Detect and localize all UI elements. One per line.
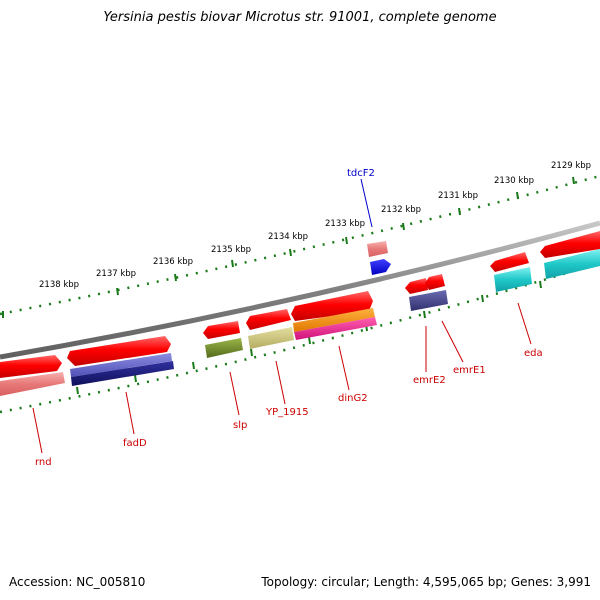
gene-arrow[interactable] — [67, 336, 171, 366]
scale-label: 2132 kbp — [381, 205, 421, 215]
gene-box[interactable] — [293, 308, 375, 332]
scale-label: 2136 kbp — [153, 257, 193, 267]
gene-label[interactable]: emrE2 — [413, 375, 446, 386]
gene-box[interactable] — [205, 338, 243, 358]
gene-arrow[interactable] — [405, 278, 428, 294]
gene-arrow[interactable] — [246, 309, 291, 330]
gene-arrow[interactable] — [370, 259, 391, 275]
gene-box[interactable] — [70, 353, 172, 377]
scale-label: 2129 kbp — [551, 161, 591, 171]
scale-label: 2131 kbp — [438, 191, 478, 201]
gene-arrow[interactable] — [291, 291, 373, 321]
scale-label: 2135 kbp — [211, 245, 251, 255]
gene-label[interactable]: rnd — [35, 457, 52, 468]
gene-box[interactable] — [494, 267, 532, 292]
gene-arrow[interactable] — [490, 252, 529, 272]
scale-labels: 2138 kbp 2137 kbp 2136 kbp 2135 kbp 2134… — [39, 161, 591, 290]
topology-text: Topology: circular; Length: 4,595,065 bp… — [261, 575, 591, 589]
gene-track-forward — [0, 231, 600, 378]
gene-box[interactable] — [71, 361, 174, 386]
scale-ticks-lower — [0, 261, 600, 414]
scale-label: 2133 kbp — [325, 219, 365, 229]
scale-label: 2137 kbp — [96, 269, 136, 279]
gene-box[interactable] — [367, 241, 388, 257]
gene-label[interactable]: dinG2 — [338, 393, 368, 404]
genome-backbone — [0, 220, 600, 360]
gene-labels: rnd fadD slp YP_1915 dinG2 emrE2 emrE1 e… — [35, 168, 543, 468]
scale-label: 2134 kbp — [268, 232, 308, 242]
gene-box[interactable] — [294, 317, 377, 340]
gene-arrow[interactable] — [203, 321, 240, 339]
genome-title: Yersinia pestis biovar Microtus str. 910… — [103, 10, 497, 25]
gene-arrow[interactable] — [540, 231, 600, 258]
label-leaders — [32, 178, 532, 454]
scale-label: 2130 kbp — [494, 176, 534, 186]
gene-box[interactable] — [0, 372, 65, 396]
accession-text: Accession: NC_005810 — [9, 575, 146, 589]
gene-label[interactable]: tdcF2 — [347, 168, 375, 179]
scale-label: 2138 kbp — [39, 280, 79, 290]
gene-box[interactable] — [409, 290, 448, 311]
gene-label[interactable]: slp — [233, 420, 247, 431]
gene-box[interactable] — [248, 327, 294, 349]
gene-track-reverse — [367, 241, 391, 275]
gene-label[interactable]: eda — [524, 348, 543, 359]
gene-box[interactable] — [544, 249, 600, 279]
gene-arrow[interactable] — [0, 355, 62, 378]
gene-track-colored — [0, 249, 600, 396]
gene-label[interactable]: YP_1915 — [265, 407, 309, 418]
gene-label[interactable]: emrE1 — [453, 365, 486, 376]
gene-label[interactable]: fadD — [123, 438, 147, 449]
scale-major-ticks — [2, 176, 575, 318]
gene-arrow[interactable] — [425, 274, 445, 290]
